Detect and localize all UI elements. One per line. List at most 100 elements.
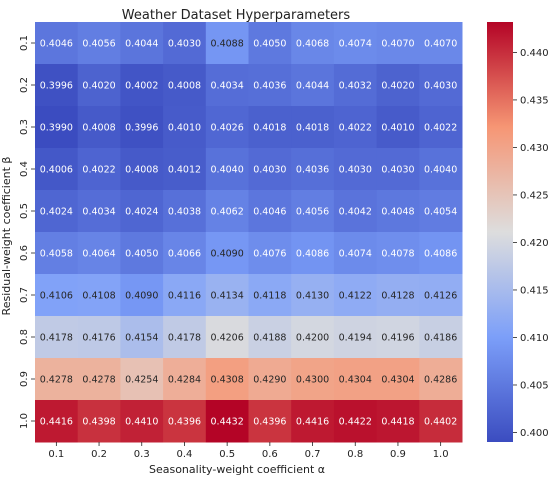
cell-value-label: 0.4058 bbox=[40, 249, 73, 260]
heatmap-cell bbox=[333, 316, 378, 359]
heatmap-cell bbox=[333, 148, 378, 191]
heatmap-cell bbox=[291, 190, 335, 233]
cell-value-label: 0.4008 bbox=[168, 81, 201, 92]
cell-value-label: 0.4056 bbox=[82, 39, 115, 50]
cell-value-label: 0.4402 bbox=[424, 417, 457, 428]
cell-value-label: 0.4036 bbox=[296, 165, 329, 176]
cell-value-label: 0.4018 bbox=[296, 123, 329, 134]
cell-value-label: 0.4006 bbox=[40, 165, 73, 176]
cell-value-label: 0.4044 bbox=[296, 81, 329, 92]
heatmap-cell bbox=[419, 190, 463, 233]
heatmap-cell bbox=[376, 64, 420, 107]
heatmap-cell bbox=[205, 22, 249, 65]
heatmap-cell bbox=[205, 106, 249, 149]
heatmap-cell bbox=[376, 400, 420, 443]
cell-value-label: 0.4064 bbox=[82, 249, 115, 260]
heatmap-cell bbox=[376, 106, 420, 149]
heatmap-cell bbox=[248, 148, 292, 191]
heatmap-cell bbox=[205, 316, 249, 359]
heatmap-cell bbox=[35, 106, 79, 149]
heatmap-cell bbox=[120, 106, 164, 149]
cell-value-label: 0.4396 bbox=[168, 417, 201, 428]
cell-value-label: 0.4206 bbox=[211, 333, 244, 344]
x-tick-label: 0.2 bbox=[91, 449, 107, 460]
heatmap-cell bbox=[291, 64, 335, 107]
heatmap-cell bbox=[248, 274, 292, 317]
cell-value-label: 0.4022 bbox=[424, 123, 457, 134]
heatmap-cell bbox=[205, 400, 249, 443]
heatmap-cell bbox=[419, 232, 463, 275]
cell-value-label: 0.4030 bbox=[381, 165, 414, 176]
heatmap-cell bbox=[376, 232, 420, 275]
heatmap-cell bbox=[205, 190, 249, 233]
heatmap-cell bbox=[291, 400, 335, 443]
cell-value-label: 0.4034 bbox=[82, 207, 115, 218]
heatmap-cell bbox=[77, 358, 121, 401]
cell-value-label: 0.4396 bbox=[253, 417, 286, 428]
x-axis-label: Seasonality-weight coefficient α bbox=[149, 463, 325, 476]
heatmap-cell bbox=[248, 106, 292, 149]
cell-value-label: 0.4018 bbox=[253, 123, 286, 134]
cell-value-label: 0.4416 bbox=[40, 417, 73, 428]
heatmap-cell bbox=[248, 400, 292, 443]
y-tick-label: 0.8 bbox=[19, 329, 30, 345]
cell-value-label: 0.4030 bbox=[253, 165, 286, 176]
heatmap-cell bbox=[376, 148, 420, 191]
heatmap-cell bbox=[77, 106, 121, 149]
heatmap-cell bbox=[205, 148, 249, 191]
heatmap-cell bbox=[77, 22, 121, 65]
cell-value-label: 0.4196 bbox=[381, 333, 414, 344]
cell-value-label: 0.4022 bbox=[82, 165, 115, 176]
cell-value-label: 0.4304 bbox=[339, 375, 372, 386]
heatmap-cell bbox=[205, 64, 249, 107]
cell-value-label: 0.4278 bbox=[82, 375, 115, 386]
heatmap-cell bbox=[248, 64, 292, 107]
cell-value-label: 0.4046 bbox=[40, 39, 73, 50]
y-tick-label: 0.2 bbox=[19, 77, 30, 93]
heatmap-cell bbox=[205, 274, 249, 317]
cell-value-label: 0.4432 bbox=[211, 417, 244, 428]
heatmap-cell bbox=[376, 274, 420, 317]
cell-value-label: 0.4002 bbox=[125, 81, 158, 92]
x-axis-ticks: 0.1 0.2 0.3 0.4 0.5 0.6 0.7 0.8 0.9 1.0 bbox=[48, 442, 449, 460]
heatmap-cell bbox=[35, 358, 79, 401]
heatmap-cell bbox=[77, 400, 121, 443]
colorbar-tick-label: 0.405 bbox=[520, 380, 549, 391]
y-tick-label: 0.9 bbox=[19, 371, 30, 387]
x-tick-label: 0.1 bbox=[48, 449, 64, 460]
cell-value-label: 0.4304 bbox=[381, 375, 414, 386]
cell-value-label: 0.4062 bbox=[211, 207, 244, 218]
heatmap-cell bbox=[248, 190, 292, 233]
heatmap-cell bbox=[163, 190, 207, 233]
cell-value-label: 0.4186 bbox=[424, 333, 457, 344]
cell-value-label: 0.4020 bbox=[82, 81, 115, 92]
x-tick-label: 0.5 bbox=[219, 449, 235, 460]
cell-value-label: 0.4076 bbox=[253, 249, 286, 260]
cell-value-label: 0.4086 bbox=[424, 249, 457, 260]
cell-value-label: 0.4070 bbox=[381, 39, 414, 50]
heatmap-cell bbox=[376, 358, 420, 401]
colorbar-tick-label: 0.415 bbox=[520, 285, 549, 296]
heatmap-cell bbox=[120, 400, 164, 443]
cell-value-label: 0.4300 bbox=[296, 375, 329, 386]
cell-value-label: 0.4106 bbox=[40, 291, 73, 302]
heatmap-cell bbox=[163, 232, 207, 275]
cell-value-label: 0.4012 bbox=[168, 165, 201, 176]
cell-value-label: 0.4308 bbox=[211, 375, 244, 386]
heatmap-cell bbox=[205, 358, 249, 401]
heatmap-cell bbox=[163, 148, 207, 191]
heatmap-cell bbox=[35, 148, 79, 191]
cell-value-label: 0.4254 bbox=[125, 375, 158, 386]
heatmap-cell bbox=[77, 148, 121, 191]
cell-value-label: 0.4090 bbox=[211, 249, 244, 260]
y-axis-label: Residual-weight coefficient β bbox=[0, 157, 13, 316]
cell-value-label: 0.4044 bbox=[125, 39, 158, 50]
heatmap-cell bbox=[163, 64, 207, 107]
cell-value-label: 0.3996 bbox=[125, 123, 158, 134]
x-tick-label: 0.3 bbox=[134, 449, 150, 460]
cell-value-label: 0.4050 bbox=[253, 39, 286, 50]
heatmap-cell bbox=[376, 190, 420, 233]
cell-value-label: 0.4118 bbox=[253, 291, 286, 302]
heatmap-cell bbox=[419, 148, 463, 191]
